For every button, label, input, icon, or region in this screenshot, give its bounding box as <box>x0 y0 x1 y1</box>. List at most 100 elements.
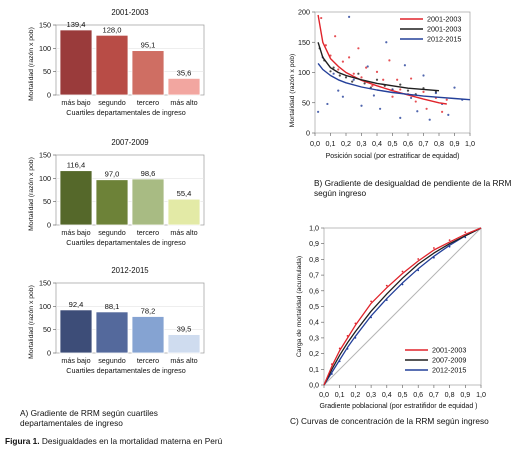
caption-b: B) Gradiente de desigualdad de pendiente… <box>314 178 512 198</box>
bars-2001-2003-ytick-label: 100 <box>39 44 51 53</box>
concentration-ytick-label: 0,0 <box>309 382 319 390</box>
scatter-point-series-0 <box>445 98 448 101</box>
concentration-ytick-label: 0,5 <box>309 303 319 311</box>
scatter-point-series-0 <box>399 88 402 91</box>
scatter-point-series-0 <box>388 59 391 62</box>
scatter-point-series-1 <box>363 82 366 85</box>
bars-2001-2003-bar-más bajo <box>59 29 93 96</box>
scatter-point-series-0 <box>410 77 413 80</box>
bars-2001-2003-category-label: segundo <box>98 98 126 107</box>
bars-2012-2015-ytick-label: 100 <box>39 302 51 311</box>
scatter-point-series-2 <box>399 116 402 119</box>
bars-2007-2009-ytick-label: 50 <box>43 197 51 206</box>
bars-2012-2015-ytick-label: 50 <box>43 325 51 334</box>
bars-2012-2015-data-label: 88,1 <box>105 302 120 311</box>
concentration-legend-label: 2001-2003 <box>432 346 466 355</box>
scatter-point-series-1 <box>399 83 402 86</box>
scatter-point-series-0 <box>357 47 360 50</box>
scatter-point-series-1 <box>406 89 410 92</box>
scatter-point-series-0 <box>422 90 425 93</box>
scatter-point-series-2 <box>410 96 413 100</box>
scatter-xtick-label: 0,3 <box>357 139 367 148</box>
scatter-point-series-2 <box>447 113 450 116</box>
scatter-legend-label: 2012-2015 <box>427 35 461 44</box>
bars-2001-2003-x-axis-label: Cuartiles departamentales de ingreso <box>66 108 185 117</box>
bars-2012-2015-data-label: 78,2 <box>141 307 156 316</box>
scatter-point-series-0 <box>341 60 344 63</box>
scatter-xtick-label: 0,1 <box>326 139 336 148</box>
scatter-point-series-2 <box>326 102 329 106</box>
scatter-point-series-1 <box>329 70 332 73</box>
bars-2001-2003-ytick-label: 50 <box>43 67 51 76</box>
bars-2007-2009-bar-más alto <box>167 198 201 226</box>
bars-2001-2003-ytick-label: 0 <box>47 91 51 100</box>
scatter-point-series-2 <box>403 64 406 67</box>
concentration-point-series-0 <box>370 300 372 303</box>
concentration-x-axis-label: Gradiente poblacional (por estratifidor … <box>320 403 478 410</box>
scatter-point-series-2 <box>422 74 425 77</box>
figure-caption: Figura 1. Desigualdades en la mortalidad… <box>5 436 222 446</box>
concentration-xtick-label: 0,0 <box>319 391 329 399</box>
concentration-ytick-label: 0,4 <box>309 319 319 327</box>
bars-2001-2003-category-label: más alto <box>170 98 197 107</box>
bars-2001-2003-bar-segundo <box>95 34 129 96</box>
concentration-legend-label: 2012-2015 <box>432 366 466 375</box>
concentration-xtick-label: 0,7 <box>429 391 439 399</box>
scatter-point-series-1 <box>375 78 379 81</box>
scatter-legend-label: 2001-2003 <box>427 15 461 24</box>
concentration-point-series-0 <box>401 270 404 273</box>
concentration-point-series-2 <box>433 256 435 259</box>
bars-2012-2015-ytick-label: 0 <box>47 349 51 358</box>
concentration-xtick-label: 0,4 <box>382 391 392 399</box>
bars-2007-2009-data-label: 97,0 <box>105 170 120 179</box>
concentration-point-series-2 <box>346 347 349 350</box>
bars-2001-2003-bar-más alto <box>167 77 201 96</box>
scatter-xtick-label: 0,0 <box>310 139 320 148</box>
concentration-point-series-2 <box>417 269 420 272</box>
scatter-point-series-0 <box>441 110 444 113</box>
scatter-point-series-2 <box>360 104 363 107</box>
scatter-xtick-label: 0,6 <box>403 139 413 148</box>
scatter-point-series-0 <box>371 84 374 87</box>
bars-2007-2009-category-label: tercero <box>137 228 159 237</box>
scatter-point-series-2 <box>434 91 437 95</box>
concentration-xtick-label: 0,1 <box>335 391 345 399</box>
scatter-x-axis-label: Posición social (por estratificar de equ… <box>326 153 460 160</box>
concentration-point-series-2 <box>338 360 341 363</box>
bars-2007-2009-bar-tercero <box>131 178 165 226</box>
concentration-point-series-0 <box>464 231 467 234</box>
caption-a: A) Gradiente de RRM según cuartiles depa… <box>20 408 158 428</box>
concentration-point-series-2 <box>370 316 372 319</box>
concentration-ytick-label: 1,0 <box>309 225 319 233</box>
bars-2001-2003-y-axis-label: Mortalidad (razón x pob) <box>28 27 35 101</box>
concentration-legend-label: 2007-2009 <box>432 356 466 365</box>
scatter-point-series-0 <box>352 72 355 75</box>
scatter-y-axis-label: Mortalidad (razón x pob) <box>289 54 296 128</box>
concentration-curve-series-0 <box>323 227 482 386</box>
concentration-point-series-0 <box>385 284 388 287</box>
concentration-xtick-label: 0,2 <box>350 391 360 399</box>
scatter-point-series-1 <box>351 80 354 83</box>
concentration-point-series-0 <box>448 239 451 242</box>
scatter-xtick-label: 0,2 <box>341 139 351 148</box>
scatter-point-series-2 <box>348 15 351 18</box>
scatter-point-series-1 <box>338 74 341 77</box>
bars-2007-2009-data-label: 98,6 <box>141 169 156 178</box>
scatter-point-series-2 <box>379 107 382 110</box>
concentration-ytick-label: 0,9 <box>309 240 319 248</box>
scatter-point-series-0 <box>348 56 351 59</box>
bars-2012-2015-ytick-label: 150 <box>39 279 51 288</box>
scatter-xtick-label: 0,5 <box>388 139 398 148</box>
bars-2012-2015-x-axis-label: Cuartiles departamentales de ingreso <box>66 366 185 375</box>
bars-2001-2003-title: 2001-2003 <box>111 8 148 17</box>
figure-label: Figura 1. <box>5 436 40 446</box>
bars-2001-2003-data-label: 128,0 <box>102 25 121 34</box>
bars-2007-2009-category-label: más bajo <box>61 228 90 237</box>
scatter-point-series-0 <box>337 68 340 71</box>
bars-2012-2015-plot-frame <box>55 282 205 354</box>
scatter-point-series-2 <box>453 86 456 89</box>
concentration-ytick-label: 0,6 <box>309 287 319 295</box>
concentration-xtick-label: 0,8 <box>445 391 455 399</box>
scatter-point-series-2 <box>416 110 419 113</box>
